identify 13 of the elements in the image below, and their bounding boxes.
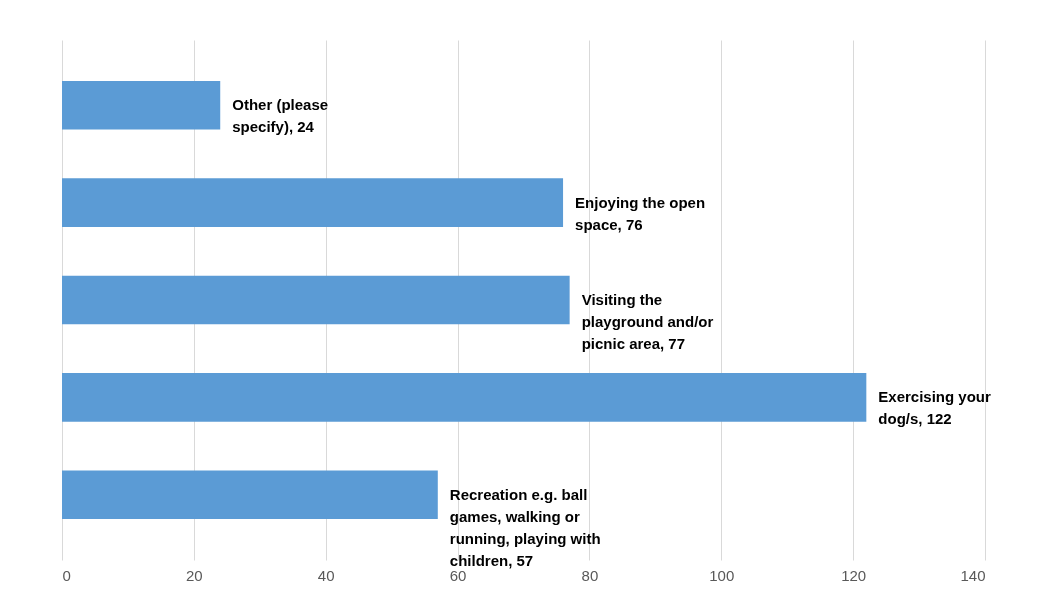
x-tick-label: 120 [841, 566, 867, 584]
data-label: Other (please specify), 24 [232, 96, 329, 136]
data-label: Exercising your dog/s, 122 [878, 388, 992, 428]
x-tick-label: 80 [581, 566, 599, 584]
x-tick-label: 20 [186, 566, 203, 584]
x-tick-label: 0 [62, 566, 71, 584]
x-tick-label: 100 [709, 566, 735, 584]
data-label: Recreation e.g. ball games, walking or running, playing with children, 57 [449, 485, 601, 569]
x-tick-label: 40 [317, 566, 335, 584]
data-label: Enjoying the open space, 76 [575, 193, 706, 233]
x-tick-label: 140 [960, 566, 986, 584]
x-tick-label: 60 [449, 566, 467, 584]
data-label: Visiting the playground and/or picnic area, 77 [581, 291, 714, 352]
